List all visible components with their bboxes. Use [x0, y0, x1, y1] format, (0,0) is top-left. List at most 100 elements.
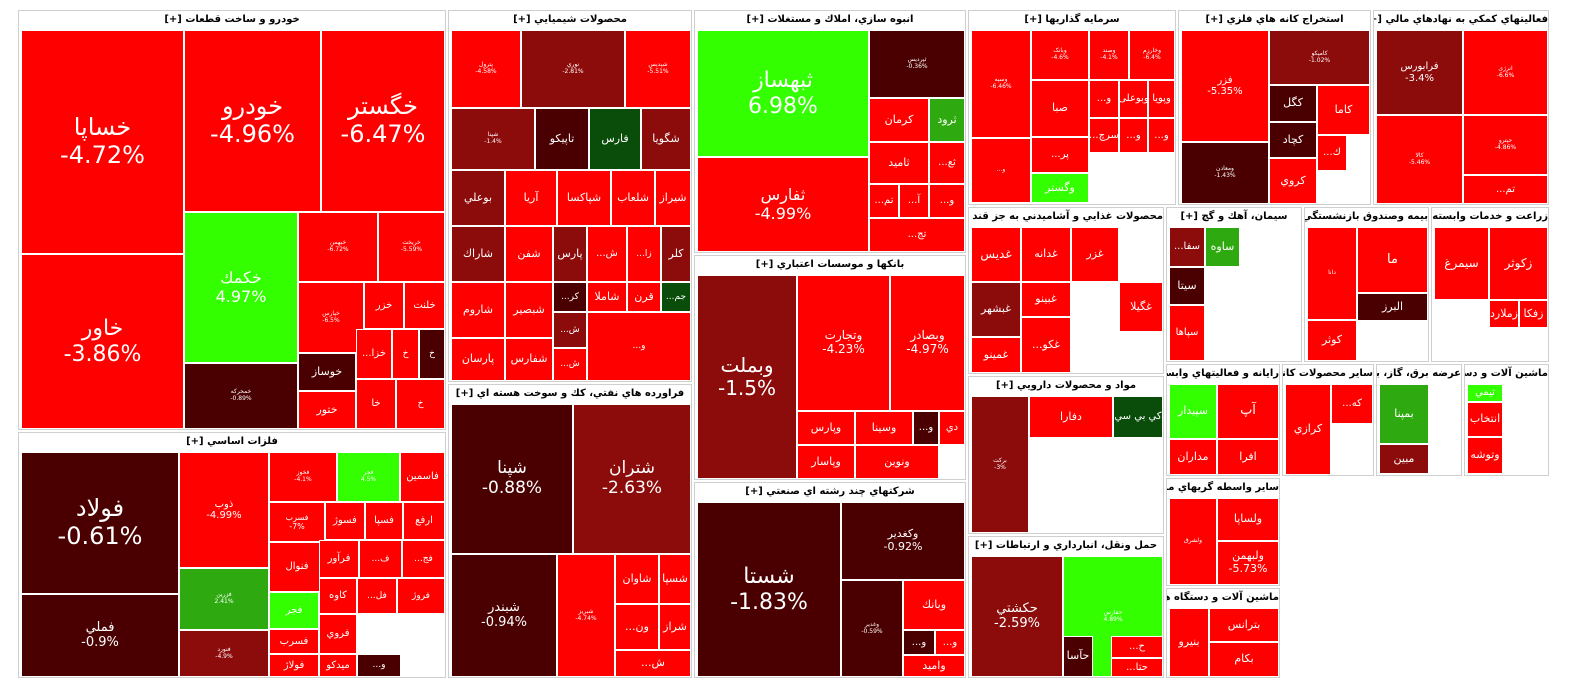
stock-tile[interactable]: فملي -0.9%	[21, 594, 179, 677]
stock-tile[interactable]: كرازي	[1285, 384, 1331, 475]
stock-tile[interactable]: کاوه	[319, 578, 357, 614]
sector-header[interactable]: حمل ونقل، انبارداري و ارتباطات [+]	[974, 540, 1158, 551]
stock-tile[interactable]: فروژ	[397, 578, 445, 614]
stock-tile[interactable]: خ	[396, 379, 445, 429]
stock-tile[interactable]: فسوژ	[325, 502, 365, 540]
stock-tile[interactable]: پارس	[553, 226, 587, 282]
sector-header[interactable]: فعاليتهاي كمكي به نهادهاي مالي [+]	[1374, 14, 1548, 25]
stock-tile[interactable]: ...ش	[587, 226, 627, 282]
stock-tile[interactable]: ما	[1357, 227, 1428, 293]
stock-tile[interactable]: خا	[356, 379, 396, 429]
stock-tile[interactable]: وصند -4.1%	[1089, 30, 1129, 80]
stock-tile[interactable]: حكشتي -2.59%	[971, 556, 1063, 677]
stock-tile[interactable]: ذوب -4.99%	[179, 452, 269, 568]
stock-tile[interactable]: شاملا	[587, 282, 627, 312]
stock-tile[interactable]: فارس	[589, 108, 641, 170]
stock-tile[interactable]: ...سرچ	[1089, 118, 1119, 153]
stock-tile[interactable]: كوثر	[1307, 320, 1357, 361]
stock-tile[interactable]: ...ح	[1111, 636, 1163, 658]
stock-tile[interactable]: حآسا	[1063, 636, 1093, 677]
stock-tile[interactable]: مداران	[1169, 439, 1217, 475]
stock-tile[interactable]: فروي	[319, 614, 357, 654]
stock-tile[interactable]: فسرب	[269, 629, 319, 654]
stock-tile[interactable]: فنوال	[269, 542, 325, 592]
stock-tile[interactable]: شگويا	[641, 108, 691, 170]
stock-tile[interactable]: شاراك	[451, 226, 505, 282]
stock-tile[interactable]: وخارزم -6.4%	[1129, 30, 1175, 80]
stock-tile[interactable]: ...كر	[553, 282, 587, 312]
stock-tile[interactable]: شفارس	[505, 338, 553, 381]
stock-tile[interactable]: ...پر	[1031, 137, 1089, 173]
stock-tile[interactable]: كالا -5.46%	[1376, 115, 1463, 204]
stock-tile[interactable]: ثبهساز 6.98%	[697, 30, 869, 157]
stock-tile[interactable]: وپاسار	[797, 445, 855, 479]
stock-tile[interactable]: فسرب -7%	[269, 502, 325, 542]
stock-tile[interactable]: سپاها	[1169, 305, 1205, 361]
stock-tile[interactable]: صبا	[1031, 80, 1089, 137]
stock-tile[interactable]: خپارس -6.5%	[298, 282, 364, 353]
stock-tile[interactable]: وگستر	[1031, 173, 1089, 203]
stock-tile[interactable]: شاوان	[615, 554, 659, 604]
sector-header[interactable]: زراعت و خدمات وابسته [+]	[1432, 211, 1548, 222]
stock-tile[interactable]: فولاژ	[269, 654, 319, 677]
stock-tile[interactable]: شسپا	[659, 554, 691, 604]
stock-tile[interactable]: حپترو -4.86%	[1463, 115, 1548, 175]
stock-tile[interactable]: بوعلي	[451, 170, 505, 226]
stock-tile[interactable]: كامپكو -1.02%	[1269, 30, 1370, 85]
stock-tile[interactable]: شراز	[659, 604, 691, 650]
stock-tile[interactable]: شلعاب	[611, 170, 655, 226]
stock-tile[interactable]: ...تم	[1463, 175, 1548, 204]
stock-tile[interactable]: ...غكو	[1021, 317, 1071, 373]
sector-header[interactable]: ماشين آلات و دستگاه هاي برقي [+]	[1465, 368, 1548, 379]
stock-tile[interactable]: ثرود	[929, 98, 965, 142]
stock-tile[interactable]: خكمك 4.97%	[184, 212, 298, 363]
stock-tile[interactable]: غبينو	[1021, 282, 1071, 317]
stock-tile[interactable]: بنيرو	[1169, 608, 1209, 677]
stock-tile[interactable]: ختور	[298, 391, 356, 429]
stock-tile[interactable]: شپنا -0.88%	[451, 404, 573, 554]
stock-tile[interactable]: كلر	[661, 226, 691, 282]
stock-tile[interactable]: ...و	[913, 411, 939, 445]
stock-tile[interactable]: بترانس	[1209, 608, 1279, 642]
stock-tile[interactable]: پترول -4.58%	[451, 30, 521, 108]
stock-tile[interactable]: ثاميد	[869, 142, 929, 184]
stock-tile[interactable]: ...و	[929, 184, 965, 218]
stock-tile[interactable]: دفارا	[1029, 396, 1113, 438]
stock-tile[interactable]: ...خزا	[356, 329, 392, 379]
stock-tile[interactable]: شيراز	[655, 170, 691, 226]
stock-tile[interactable]: ميدكو	[319, 654, 357, 677]
stock-tile[interactable]: ...جم	[661, 282, 691, 312]
stock-tile[interactable]: خلنت	[404, 282, 445, 329]
stock-tile[interactable]: پارسان	[451, 338, 505, 381]
stock-tile[interactable]: شتران -2.63%	[573, 404, 691, 554]
stock-tile[interactable]: دي	[939, 411, 965, 445]
stock-tile[interactable]: قرن	[627, 282, 661, 312]
stock-tile[interactable]: ولشرق	[1169, 498, 1217, 585]
stock-tile[interactable]: ...و	[1119, 118, 1148, 153]
stock-tile[interactable]: كگل	[1269, 85, 1317, 122]
stock-tile[interactable]: ثپردیس -0.36%	[869, 30, 965, 98]
stock-tile[interactable]: شفن	[505, 226, 553, 282]
stock-tile[interactable]: آريا	[505, 170, 557, 226]
stock-tile[interactable]: غزر	[1071, 227, 1119, 282]
stock-tile[interactable]: ...حتا	[1111, 658, 1163, 677]
stock-tile[interactable]: فولاد -0.61%	[21, 452, 179, 594]
stock-tile[interactable]: ...زا	[627, 226, 661, 282]
stock-tile[interactable]: خاور -3.86%	[21, 254, 184, 429]
stock-tile[interactable]: انتخاب	[1467, 402, 1503, 437]
stock-tile[interactable]: آپ	[1217, 384, 1279, 439]
stock-tile[interactable]: فرآور	[319, 540, 359, 578]
sector-header[interactable]: سرمايه گذاريها [+]	[1024, 14, 1120, 25]
stock-tile[interactable]: غمينو	[971, 337, 1021, 373]
stock-tile[interactable]: ...ف	[359, 540, 402, 578]
stock-tile[interactable]: كرمان	[869, 98, 929, 142]
stock-tile[interactable]: ...ش	[553, 348, 587, 381]
sector-header[interactable]: ساير محصولات كاني غيرفلزي [+]	[1283, 368, 1373, 379]
stock-tile[interactable]: وبانک -4.6%	[1031, 30, 1089, 80]
stock-tile[interactable]: ...و	[1089, 80, 1119, 118]
stock-tile[interactable]: وتجارت -4.23%	[797, 275, 890, 411]
stock-tile[interactable]: تاپيكو	[535, 108, 589, 170]
stock-tile[interactable]: ونوين	[855, 445, 939, 479]
stock-tile[interactable]: ...ون	[615, 604, 659, 650]
stock-tile[interactable]: ...فج	[402, 540, 445, 578]
